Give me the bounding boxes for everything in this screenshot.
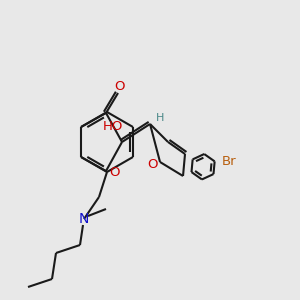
Text: O: O <box>114 80 124 92</box>
Text: HO: HO <box>103 119 123 133</box>
Text: H: H <box>156 113 164 123</box>
Text: N: N <box>79 212 89 226</box>
Text: O: O <box>109 166 119 178</box>
Text: O: O <box>147 158 157 170</box>
Text: Br: Br <box>221 155 236 168</box>
